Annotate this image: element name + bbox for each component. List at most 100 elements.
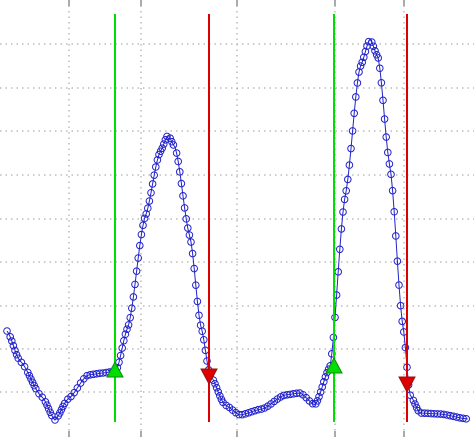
data-point bbox=[459, 414, 467, 423]
data-point bbox=[316, 388, 325, 396]
data-point bbox=[3, 327, 11, 335]
data-point bbox=[192, 281, 200, 289]
data-point bbox=[137, 230, 146, 239]
data-point bbox=[187, 238, 195, 246]
data-point bbox=[166, 134, 174, 143]
data-point bbox=[12, 350, 21, 359]
data-point bbox=[185, 231, 194, 239]
data-point bbox=[123, 325, 131, 334]
data-point bbox=[398, 317, 407, 326]
data-point bbox=[356, 62, 365, 70]
data-point bbox=[203, 357, 211, 365]
data-point bbox=[342, 186, 351, 195]
data-point bbox=[393, 257, 402, 265]
data-point bbox=[313, 396, 322, 405]
onset-marker bbox=[325, 356, 343, 374]
data-point bbox=[353, 79, 362, 87]
data-point bbox=[339, 208, 347, 216]
data-point bbox=[388, 186, 397, 195]
data-point bbox=[177, 179, 186, 188]
data-point bbox=[172, 149, 181, 157]
offset-marker bbox=[200, 368, 218, 386]
data-point bbox=[382, 133, 391, 141]
data-point bbox=[257, 405, 266, 413]
data-point bbox=[169, 141, 178, 149]
data-point bbox=[184, 224, 192, 232]
data-point bbox=[377, 78, 386, 87]
data-point bbox=[376, 64, 384, 73]
data-point bbox=[462, 415, 471, 423]
data-point bbox=[321, 373, 330, 381]
data-point bbox=[121, 330, 130, 339]
data-point bbox=[320, 377, 328, 386]
data-point bbox=[214, 387, 222, 396]
data-point bbox=[11, 346, 19, 355]
data-point bbox=[150, 171, 158, 179]
data-point bbox=[350, 109, 359, 118]
data-point bbox=[179, 192, 187, 200]
data-point bbox=[344, 175, 352, 184]
data-point bbox=[140, 214, 149, 223]
data-point bbox=[352, 93, 360, 101]
data-point bbox=[6, 333, 14, 341]
data-point bbox=[200, 335, 208, 344]
data-point bbox=[328, 350, 336, 358]
data-point bbox=[411, 400, 419, 408]
data-point bbox=[158, 144, 166, 152]
data-point bbox=[134, 254, 142, 262]
data-point bbox=[153, 156, 162, 164]
data-point bbox=[380, 115, 389, 123]
data-point bbox=[315, 392, 323, 401]
data-point bbox=[136, 241, 144, 250]
data-point bbox=[43, 401, 51, 409]
data-point bbox=[358, 58, 367, 67]
series-line bbox=[6, 38, 468, 421]
data-point bbox=[409, 396, 418, 405]
offset-marker bbox=[398, 376, 416, 394]
data-point bbox=[193, 297, 202, 306]
data-point bbox=[182, 215, 190, 223]
data-point bbox=[348, 127, 357, 135]
data-point bbox=[384, 148, 392, 157]
data-point bbox=[340, 195, 349, 204]
data-point bbox=[211, 379, 219, 388]
data-point bbox=[129, 293, 138, 301]
data-point bbox=[132, 267, 141, 275]
data-point bbox=[396, 301, 405, 310]
data-point bbox=[20, 362, 29, 371]
data-point bbox=[131, 280, 139, 289]
data-point bbox=[336, 245, 344, 254]
data-point bbox=[148, 180, 157, 188]
data-point bbox=[142, 210, 150, 218]
data-point bbox=[139, 221, 147, 230]
data-point bbox=[371, 47, 379, 55]
data-point bbox=[188, 249, 197, 258]
data-point bbox=[318, 383, 327, 391]
data-point bbox=[126, 313, 134, 322]
data-point bbox=[360, 53, 368, 62]
data-point bbox=[387, 170, 395, 179]
data-point bbox=[345, 161, 354, 169]
data-point bbox=[195, 311, 203, 320]
data-point bbox=[9, 341, 18, 350]
data-point bbox=[392, 232, 400, 240]
data-point bbox=[145, 197, 154, 205]
data-point bbox=[401, 343, 410, 352]
data-point bbox=[124, 321, 133, 329]
onset-marker bbox=[106, 360, 124, 378]
data-point bbox=[8, 337, 16, 345]
data-point bbox=[379, 96, 387, 105]
data-point bbox=[180, 204, 189, 212]
data-point bbox=[390, 207, 399, 216]
data-point bbox=[152, 163, 160, 171]
data-point bbox=[364, 37, 373, 46]
data-point bbox=[368, 38, 376, 46]
series bbox=[3, 37, 471, 424]
data-point bbox=[116, 351, 125, 360]
data-point bbox=[176, 168, 184, 176]
data-point bbox=[395, 281, 403, 289]
data-point bbox=[44, 404, 53, 413]
